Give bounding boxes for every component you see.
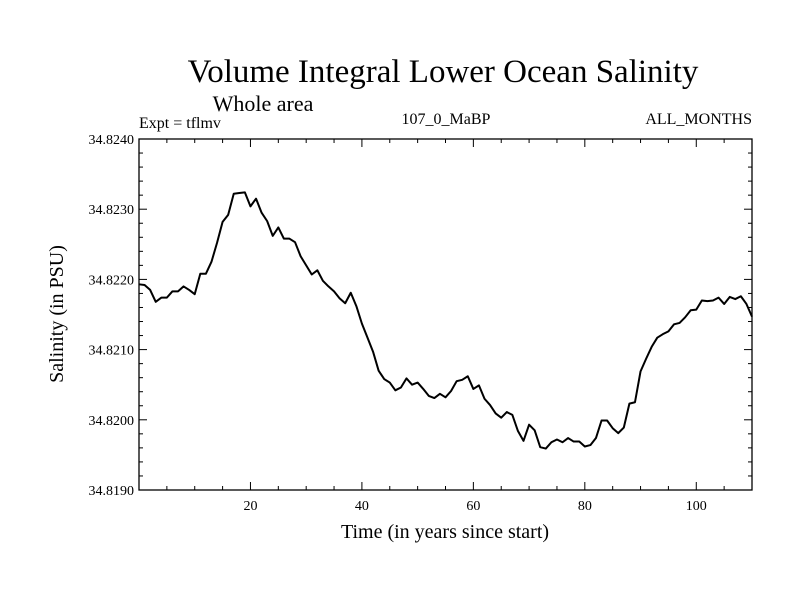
y-tick-label: 34.8230 — [89, 203, 135, 218]
chart-title: Volume Integral Lower Ocean Salinity — [188, 54, 699, 90]
x-tick-label: 60 — [466, 499, 480, 514]
y-tick-label: 34.8200 — [89, 414, 135, 429]
series-line-salinity — [138, 191, 753, 450]
period-label: ALL_MONTHS — [645, 111, 752, 128]
x-tick-label: 100 — [686, 499, 707, 514]
x-tick-label: 40 — [355, 499, 369, 514]
y-axis-label: Salinity (in PSU) — [46, 245, 68, 383]
y-tick-label: 34.8190 — [89, 484, 135, 499]
x-tick-label: 20 — [243, 499, 257, 514]
experiment-label: Expt = tflmv — [139, 115, 221, 132]
chart-subtitle: Whole area — [213, 91, 314, 116]
x-tick-label: 80 — [578, 499, 592, 514]
plot-frame — [138, 138, 753, 491]
x-axis-label: Time (in years since start) — [341, 521, 549, 543]
y-tick-label: 34.8220 — [89, 273, 135, 288]
y-tick-label: 34.8210 — [89, 344, 135, 359]
plot-area: 20 40 60 80 100 34.8190 34.8200 34.8210 34.8220 3… — [89, 133, 753, 514]
y-tick-label: 34.8240 — [89, 133, 135, 148]
run-id-label: 107_0_MaBP — [402, 111, 491, 128]
